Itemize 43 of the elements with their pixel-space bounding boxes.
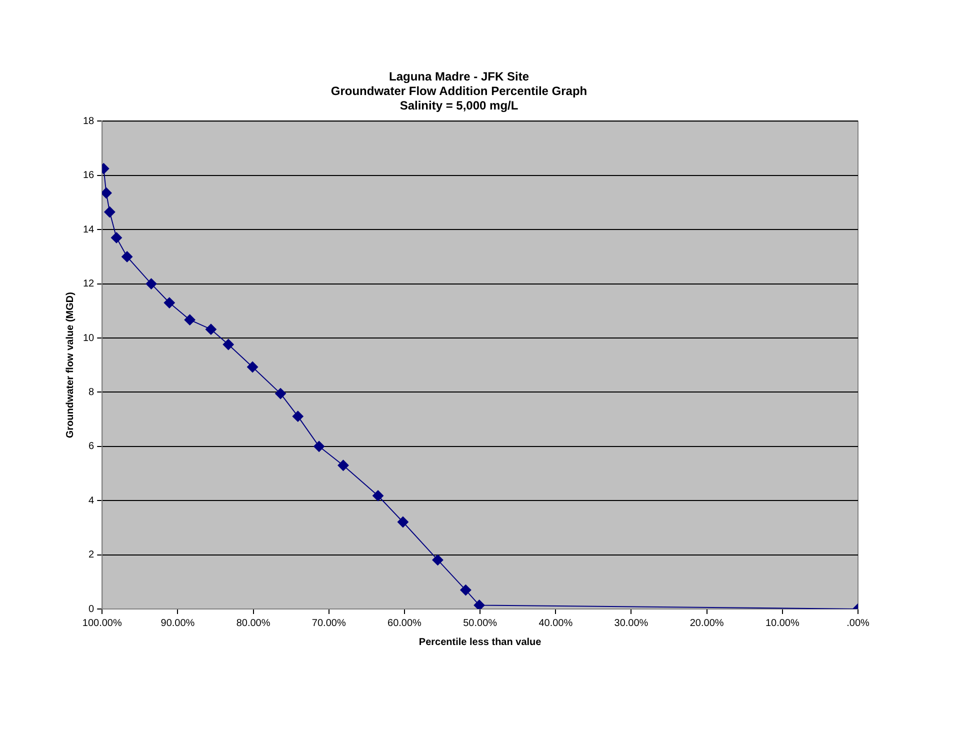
x-tick-label: 30.00% <box>614 618 648 629</box>
point <box>110 232 122 244</box>
point <box>102 188 112 199</box>
y-axis-title: Groundwater flow value (MGD) <box>64 292 76 438</box>
point <box>104 206 116 218</box>
x-tick-label: 40.00% <box>538 618 573 629</box>
x-tick-label: 90.00% <box>160 618 195 629</box>
x-axis-title: Percentile less than value <box>418 636 542 648</box>
y-tick-label: 12 <box>83 278 95 290</box>
point <box>474 600 485 609</box>
x-tick-label: 20.00% <box>690 618 724 629</box>
x-tick-label: 70.00% <box>312 618 346 629</box>
y-tick-label: 6 <box>88 441 95 452</box>
y-tick-label: 14 <box>83 224 95 236</box>
x-tick-label: 100.00% <box>82 618 122 629</box>
x-tick-label: 10.00% <box>765 618 800 629</box>
point <box>205 324 216 335</box>
point <box>460 584 472 596</box>
y-tick-label: 8 <box>88 386 95 398</box>
point <box>247 361 258 372</box>
point <box>338 460 349 471</box>
y-tick-label: 10 <box>83 332 95 344</box>
x-tick-label: 80.00% <box>236 618 270 629</box>
y-tick-label: 4 <box>88 495 95 506</box>
point <box>122 251 133 262</box>
point <box>397 516 408 528</box>
x-tick-label: 50.00% <box>463 618 498 629</box>
point <box>146 278 157 290</box>
y-tick-label: 18 <box>83 116 95 127</box>
point <box>314 440 325 452</box>
x-tick-label: 60.00% <box>388 618 422 629</box>
point <box>372 490 384 502</box>
point <box>164 297 175 308</box>
point <box>275 388 286 400</box>
point <box>292 410 304 422</box>
x-tick-label: .00% <box>846 618 870 629</box>
point <box>432 554 444 566</box>
point <box>184 314 196 326</box>
y-tick-label: 2 <box>88 550 95 561</box>
chart-title: Laguna Madre - JFK Site Groundwater Flow Addition Percentile Graph Salinity = 5,000 mg/L <box>330 70 588 112</box>
y-tick-label: 0 <box>88 604 95 615</box>
point <box>222 339 234 350</box>
y-tick-label: 16 <box>83 170 95 182</box>
